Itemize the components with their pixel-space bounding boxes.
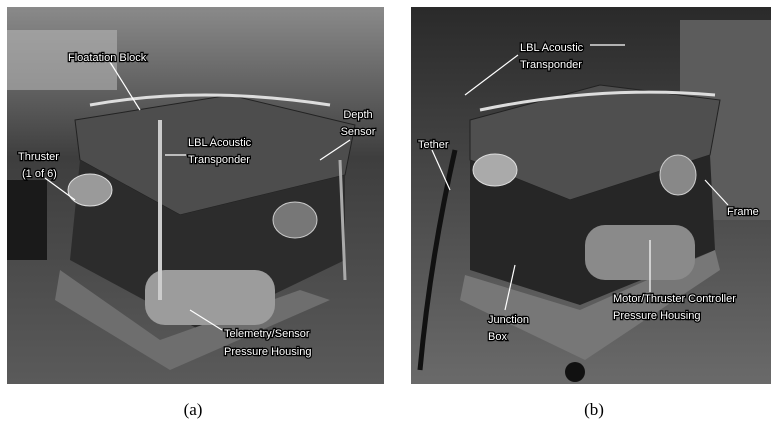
label: Transponder xyxy=(188,154,250,166)
label: Frame xyxy=(727,206,759,218)
label: Tether xyxy=(418,139,449,151)
label: Floatation Block xyxy=(68,52,147,64)
label: LBL Acoustic xyxy=(520,42,584,54)
label: Thruster xyxy=(18,151,59,163)
label: Pressure Housing xyxy=(224,346,311,358)
label: Telemetry/Sensor xyxy=(224,328,310,340)
label: Box xyxy=(488,331,507,343)
label: Transponder xyxy=(520,59,582,71)
label: LBL Acoustic xyxy=(188,137,252,149)
photo-a xyxy=(7,7,384,384)
label: Motor/Thruster Controller xyxy=(613,293,736,305)
figure: Floatation Block LBL Acoustic Transponde… xyxy=(0,0,777,427)
caption: (a) xyxy=(184,400,203,419)
label: Junction xyxy=(488,314,529,326)
label: Depth xyxy=(343,109,372,121)
label: Pressure Housing xyxy=(613,310,700,322)
label: Sensor xyxy=(341,126,376,138)
photo-b xyxy=(411,7,771,384)
label: (1 of 6) xyxy=(22,168,57,180)
caption: (b) xyxy=(584,400,604,419)
